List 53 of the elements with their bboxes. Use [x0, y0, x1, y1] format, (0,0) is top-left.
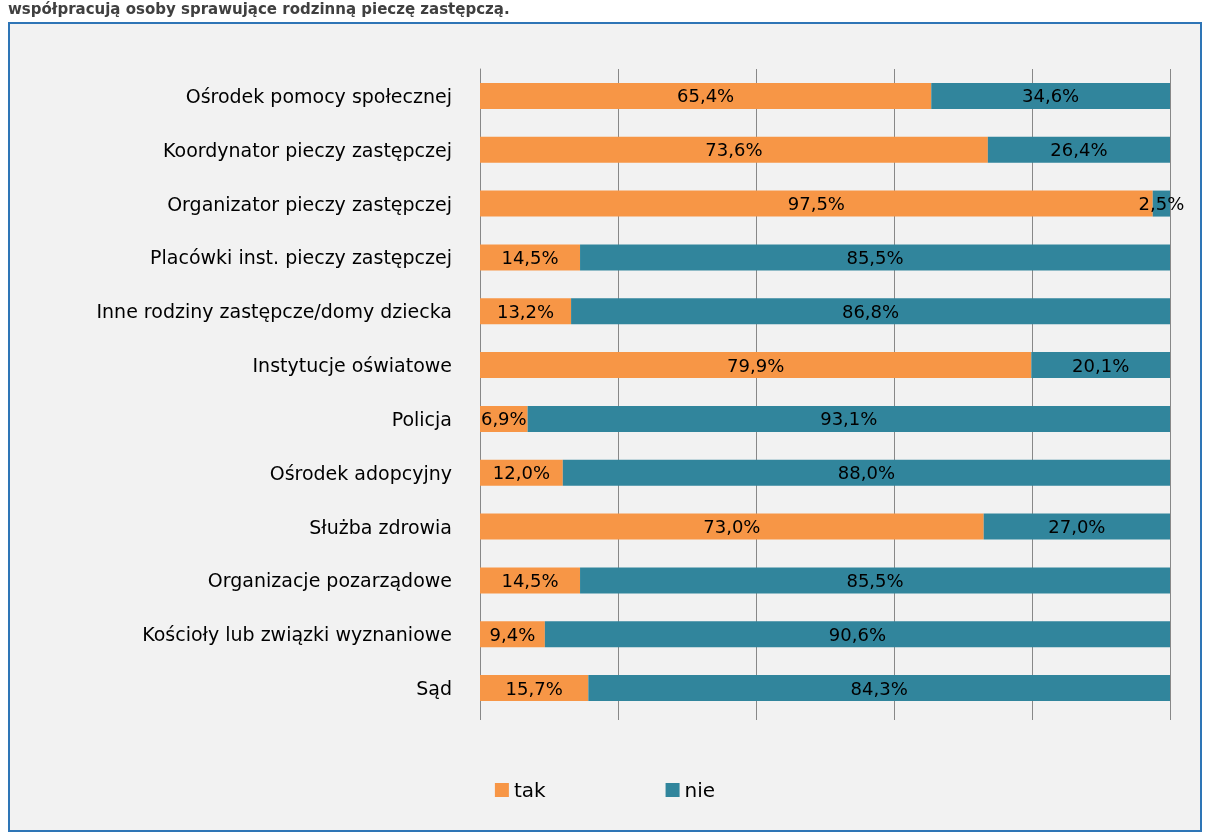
- bar: [580, 244, 1170, 271]
- data-label: 88,0%: [837, 462, 895, 484]
- data-label: 14,5%: [501, 569, 559, 591]
- data-label: 26,4%: [1050, 139, 1108, 161]
- bar: [571, 298, 1170, 325]
- data-label: 85,5%: [846, 569, 904, 591]
- bar: [527, 405, 1170, 432]
- data-label: 65,4%: [677, 85, 735, 107]
- bar: [1031, 352, 1170, 379]
- y-tick-label: Kościoły lub związki wyznaniowe: [142, 623, 452, 646]
- data-label: 73,0%: [703, 516, 761, 538]
- bar: [983, 513, 1170, 540]
- bar: [480, 513, 984, 540]
- y-tick-label: Organizacje pozarządowe: [207, 569, 452, 592]
- y-tick-label: Placówki inst. pieczy zastępczej: [150, 246, 452, 269]
- y-tick-label: Sąd: [416, 677, 452, 700]
- bar: [931, 82, 1170, 109]
- data-label: 34,6%: [1022, 85, 1080, 107]
- data-label: 20,1%: [1072, 354, 1130, 376]
- y-tick-label: Organizator pieczy zastępczej: [167, 192, 452, 215]
- data-label: 97,5%: [787, 193, 845, 215]
- bar: [580, 567, 1170, 594]
- bar: [588, 675, 1170, 702]
- legend-label: tak: [513, 778, 546, 802]
- data-label: 14,5%: [501, 246, 559, 268]
- y-tick-label: Policja: [391, 407, 452, 430]
- bar: [480, 352, 1032, 379]
- data-label: 93,1%: [820, 408, 878, 430]
- y-tick-label: Ośrodek pomocy społecznej: [185, 84, 452, 107]
- data-label: 12,0%: [492, 462, 550, 484]
- data-label: 85,5%: [846, 246, 904, 268]
- data-label: 6,9%: [480, 408, 527, 430]
- y-tick-label: Inne rodziny zastępcze/domy dziecka: [96, 300, 452, 323]
- y-tick-label: Ośrodek adopcyjny: [269, 461, 452, 484]
- bar: [480, 136, 988, 163]
- text: współpracują osoby sprawujące rodzinną pieczę zastępczą.: [8, 0, 510, 18]
- bar: [987, 136, 1170, 163]
- data-label: 86,8%: [841, 300, 900, 322]
- bar: [480, 82, 932, 109]
- legend-label: nie: [684, 778, 716, 802]
- y-tick-label: Koordynator pieczy zastępczej: [163, 138, 452, 161]
- data-label: 13,2%: [496, 300, 555, 322]
- data-label: 27,0%: [1048, 516, 1106, 538]
- data-label: 15,7%: [505, 677, 563, 699]
- data-label: 9,4%: [489, 623, 536, 645]
- bar: [562, 459, 1170, 486]
- data-label: 90,6%: [828, 623, 887, 645]
- bar: [544, 621, 1170, 648]
- y-tick-label: Instytucje oświatowe: [252, 354, 452, 377]
- y-tick-label: Służba zdrowia: [309, 515, 452, 538]
- data-label: 73,6%: [705, 139, 763, 161]
- data-label: 84,3%: [850, 677, 908, 699]
- data-label: 79,9%: [727, 354, 785, 376]
